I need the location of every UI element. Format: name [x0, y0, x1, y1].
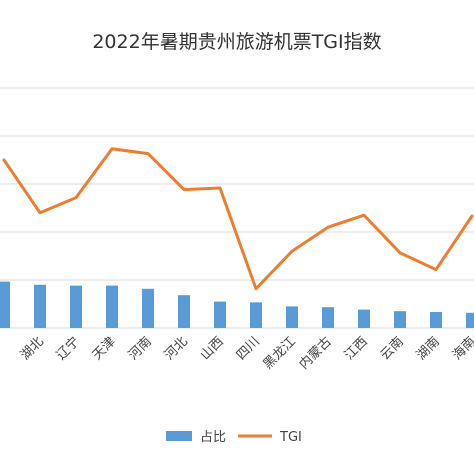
bar — [286, 306, 298, 328]
x-tick-label: 黑龙江 — [261, 334, 299, 372]
x-tick-label: 天津 — [90, 334, 119, 363]
bar — [322, 307, 334, 328]
bar — [466, 312, 474, 328]
bar — [0, 281, 10, 328]
legend-bar-swatch — [166, 431, 192, 441]
bar — [214, 301, 226, 328]
x-tick-label: 云南 — [377, 334, 407, 364]
bar — [106, 285, 118, 328]
x-tick-label: 海南 — [449, 334, 474, 364]
legend-line-label: TGI — [279, 430, 302, 445]
x-tick-label: 内蒙古 — [296, 334, 335, 373]
legend: 占比 TGI — [166, 430, 302, 445]
x-tick-label: 江西 — [342, 334, 371, 363]
x-tick-label: 河南 — [125, 334, 155, 364]
bar — [358, 309, 370, 328]
x-tick-label: 河北 — [162, 334, 191, 363]
bar — [70, 285, 82, 328]
chart-title: 2022年暑期贵州旅游机票TGI指数 — [92, 31, 381, 53]
x-tick-label: 湖北 — [18, 334, 47, 363]
tgi-line — [2, 147, 474, 291]
x-tick-label: 山西 — [198, 334, 227, 363]
bar — [394, 311, 406, 328]
bar — [178, 295, 190, 328]
bar — [250, 302, 262, 328]
line-layer — [2, 147, 474, 291]
x-tick-label: 辽宁 — [53, 334, 83, 364]
bar — [34, 284, 46, 328]
bar — [142, 288, 154, 328]
bar-layer — [0, 281, 474, 328]
x-tick-label: 四川 — [234, 334, 263, 363]
x-tick-label: 湖南 — [413, 334, 443, 364]
legend-bar-label: 占比 — [200, 430, 226, 445]
bar — [430, 312, 442, 328]
